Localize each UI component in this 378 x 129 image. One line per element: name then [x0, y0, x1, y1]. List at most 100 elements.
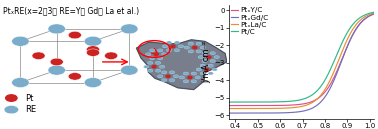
PtₓY/C: [313, 99, 318, 101]
Circle shape: [155, 61, 161, 64]
Circle shape: [149, 57, 155, 60]
Circle shape: [191, 72, 197, 75]
Circle shape: [171, 45, 175, 48]
Circle shape: [105, 52, 118, 59]
Circle shape: [157, 57, 163, 60]
Circle shape: [87, 46, 99, 53]
Circle shape: [161, 53, 167, 56]
Circle shape: [84, 78, 102, 87]
Circle shape: [68, 31, 81, 39]
Circle shape: [184, 46, 189, 49]
Circle shape: [188, 76, 192, 79]
Circle shape: [154, 53, 158, 55]
Circle shape: [149, 49, 155, 52]
Line: PtₓY/C: PtₓY/C: [229, 14, 374, 106]
PtₓY/C: [369, 15, 373, 16]
Circle shape: [196, 42, 201, 45]
Pt/C: [346, 31, 350, 32]
PtₓGd/C: [305, 109, 310, 111]
Pt/C: [369, 12, 373, 14]
Circle shape: [160, 65, 165, 68]
Circle shape: [161, 71, 167, 74]
PtₓY/C: [226, 105, 231, 106]
Circle shape: [196, 68, 201, 71]
Circle shape: [183, 80, 189, 83]
Circle shape: [195, 76, 201, 79]
Circle shape: [196, 50, 201, 53]
Circle shape: [179, 76, 185, 79]
Circle shape: [174, 41, 180, 44]
PtₓLa/C: [305, 104, 310, 106]
Circle shape: [166, 41, 172, 44]
Pt/C: [296, 100, 300, 101]
Circle shape: [84, 36, 102, 46]
Circle shape: [178, 45, 184, 48]
Circle shape: [202, 52, 208, 55]
Circle shape: [161, 79, 167, 82]
Circle shape: [208, 72, 214, 75]
Circle shape: [6, 95, 17, 101]
Circle shape: [169, 79, 175, 82]
PtₓLa/C: [346, 37, 350, 39]
Circle shape: [155, 69, 161, 72]
Circle shape: [158, 75, 163, 78]
PtₓGd/C: [226, 112, 231, 114]
Circle shape: [12, 78, 29, 87]
Circle shape: [32, 52, 45, 59]
Circle shape: [208, 64, 214, 67]
PtₓGd/C: [313, 106, 318, 107]
PtₓGd/C: [296, 111, 300, 113]
Circle shape: [166, 49, 172, 52]
Circle shape: [188, 42, 194, 45]
PtₓGd/C: [372, 13, 376, 15]
Circle shape: [147, 61, 153, 64]
Circle shape: [152, 66, 156, 68]
Circle shape: [169, 71, 175, 74]
Circle shape: [183, 72, 189, 75]
Circle shape: [166, 75, 170, 77]
Pt/C: [296, 99, 301, 101]
Pt/C: [226, 101, 231, 103]
Circle shape: [200, 46, 205, 49]
PtₓLa/C: [296, 106, 301, 108]
Circle shape: [210, 52, 215, 55]
Text: RE: RE: [25, 105, 36, 114]
PtₓGd/C: [296, 111, 301, 113]
PtₓY/C: [296, 104, 300, 105]
Circle shape: [202, 59, 208, 63]
Circle shape: [146, 53, 151, 56]
PtₓGd/C: [369, 14, 373, 16]
Legend: PtₓY/C, PtₓGd/C, PtₓLa/C, Pt/C: PtₓY/C, PtₓGd/C, PtₓLa/C, Pt/C: [230, 7, 269, 35]
Line: PtₓGd/C: PtₓGd/C: [229, 14, 374, 113]
Circle shape: [12, 36, 29, 46]
Circle shape: [193, 46, 197, 49]
PtₓY/C: [296, 104, 301, 105]
Pt/C: [313, 92, 318, 93]
PtₓLa/C: [369, 13, 373, 15]
Text: PtₓRE(x=2，3， RE=Y， Gd， La et al.): PtₓRE(x=2，3， RE=Y， Gd， La et al.): [3, 6, 139, 15]
Circle shape: [68, 73, 81, 80]
PtₓY/C: [305, 102, 310, 104]
Circle shape: [204, 68, 209, 71]
Circle shape: [191, 80, 197, 83]
Circle shape: [198, 56, 203, 59]
PtₓLa/C: [296, 106, 300, 108]
Circle shape: [48, 65, 65, 75]
Circle shape: [87, 49, 99, 56]
Circle shape: [48, 24, 65, 34]
Y-axis label: j/mA cm⁻²: j/mA cm⁻²: [202, 41, 211, 83]
Polygon shape: [136, 40, 227, 90]
Circle shape: [214, 56, 219, 59]
PtₓY/C: [372, 13, 376, 15]
Circle shape: [188, 50, 194, 53]
Circle shape: [121, 65, 138, 75]
PtₓY/C: [346, 44, 350, 46]
Circle shape: [210, 59, 215, 63]
Circle shape: [162, 45, 168, 48]
Circle shape: [212, 68, 217, 71]
PtₓLa/C: [313, 100, 318, 101]
Circle shape: [147, 69, 153, 72]
Circle shape: [174, 49, 180, 52]
Circle shape: [200, 64, 206, 67]
PtₓGd/C: [346, 44, 350, 46]
